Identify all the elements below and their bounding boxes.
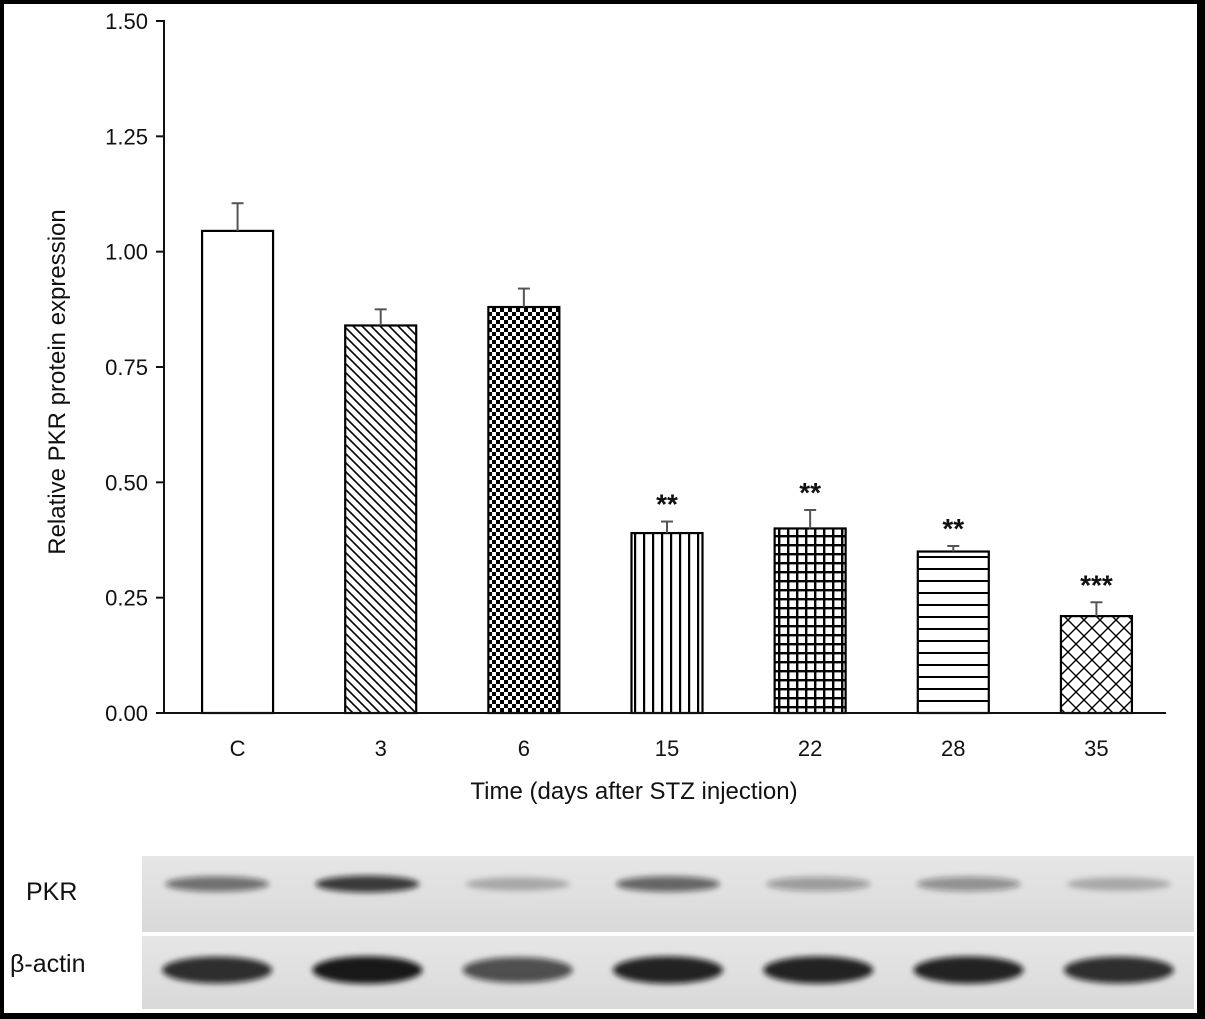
y-tick-label-0: 0.00 <box>105 701 148 726</box>
bars-group <box>200 202 1134 715</box>
actin-band-5 <box>763 956 874 984</box>
y-tick-label-2: 0.50 <box>105 470 148 495</box>
x-tick-label-3: 3 <box>375 736 387 761</box>
significance-35: *** <box>1080 569 1113 600</box>
actin-bands <box>162 956 1174 984</box>
bar-3 <box>344 324 418 715</box>
y-axis-ticks: 0.00 0.25 0.50 0.75 1.00 1.25 1.50 <box>105 9 164 726</box>
actin-band-7 <box>1063 956 1174 984</box>
y-tick-label-6: 1.50 <box>105 9 148 34</box>
actin-band-4 <box>613 956 723 984</box>
significance-28: ** <box>942 513 964 544</box>
blot-panel-pkr <box>142 856 1194 932</box>
bar-15 <box>630 531 704 715</box>
bar-6 <box>487 305 561 715</box>
y-tick-label-1: 0.25 <box>105 586 148 611</box>
bar-35 <box>1059 615 1134 715</box>
pkr-band-3 <box>465 877 570 891</box>
actin-band-1 <box>162 956 273 984</box>
significance-15: ** <box>656 489 678 520</box>
pkr-band-5 <box>766 876 871 892</box>
pkr-band-1 <box>165 876 270 892</box>
actin-band-3 <box>462 957 573 983</box>
x-tick-label-22: 22 <box>798 736 822 761</box>
x-tick-label-35: 35 <box>1084 736 1108 761</box>
pkr-band-7 <box>1066 877 1171 891</box>
significance-22: ** <box>799 477 821 508</box>
x-axis-title: Time (days after STZ injection) <box>470 778 797 805</box>
y-tick-label-5: 1.25 <box>105 124 148 149</box>
actin-band-6 <box>913 956 1024 984</box>
pkr-band-4 <box>616 876 720 892</box>
bar-chart: 0.00 0.25 0.50 0.75 1.00 1.25 1.50 C 3 6 15 22 28 35… <box>44 9 1194 1009</box>
western-blot-image <box>142 856 1194 1009</box>
bar-28 <box>916 550 990 715</box>
bar-22 <box>773 527 847 715</box>
pkr-band-2 <box>315 875 420 893</box>
x-tick-label-C: C <box>230 736 246 761</box>
x-tick-label-15: 15 <box>655 736 679 761</box>
actin-band-2 <box>312 956 423 984</box>
y-tick-label-3: 0.75 <box>105 355 148 380</box>
y-tick-label-4: 1.00 <box>105 240 148 265</box>
x-axis-tick-labels: C 3 6 15 22 28 35 <box>230 736 1109 761</box>
x-tick-label-6: 6 <box>518 736 530 761</box>
bar-C <box>200 229 275 715</box>
figure-canvas: 0.00 0.25 0.50 0.75 1.00 1.25 1.50 C 3 6 15 22 28 35… <box>4 4 1197 1013</box>
pkr-band-6 <box>916 876 1021 892</box>
pkr-bands <box>165 875 1171 893</box>
x-tick-label-28: 28 <box>941 736 965 761</box>
significance-marks: ** ******* <box>656 477 1113 600</box>
y-axis-title: Relative PKR protein expression <box>44 209 71 555</box>
